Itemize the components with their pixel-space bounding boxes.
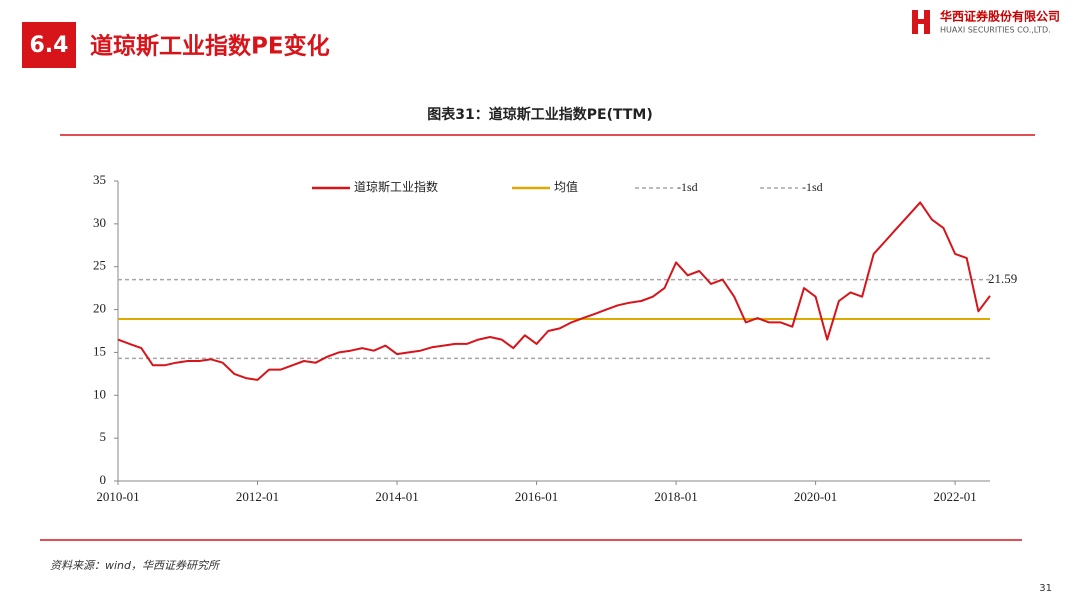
y-tick-label: 5	[100, 429, 107, 444]
data-label: 21.59	[988, 271, 1017, 286]
y-tick-label: 35	[93, 172, 106, 187]
section-number: 6.4	[30, 33, 69, 58]
x-tick-label: 2020-01	[794, 489, 837, 504]
y-tick-label: 0	[100, 472, 107, 487]
series-line	[117, 201, 991, 381]
legend-label: 均值	[554, 179, 578, 194]
section-badge	[22, 22, 76, 68]
logo-name-en: HUAXI SECURITIES CO.,LTD.	[940, 26, 1051, 35]
x-tick-label: 2016-01	[515, 489, 558, 504]
x-tick-label: 2014-01	[375, 489, 418, 504]
y-tick-label: 15	[93, 343, 106, 358]
slide-title: 道琼斯工业指数PE变化	[90, 33, 330, 60]
y-tick-label: 20	[93, 301, 106, 316]
source-note: 资料来源：wind，华西证券研究所	[50, 559, 221, 572]
x-tick-label: 2012-01	[236, 489, 279, 504]
y-tick-label: 25	[93, 258, 106, 273]
legend-label: 道琼斯工业指数	[354, 179, 438, 194]
logo-icon	[912, 19, 930, 24]
page-number: 31	[1039, 583, 1052, 594]
x-tick-label: 2018-01	[654, 489, 697, 504]
x-tick-label: 2010-01	[96, 489, 139, 504]
chart-title: 图表31：道琼斯工业指数PE(TTM)	[427, 106, 652, 123]
legend-label: -1sd	[677, 180, 698, 194]
x-tick-label: 2022-01	[933, 489, 976, 504]
legend-label: -1sd	[802, 180, 823, 194]
y-tick-label: 10	[93, 386, 106, 401]
logo-name: 华西证券股份有限公司	[940, 9, 1060, 24]
y-tick-label: 30	[93, 215, 106, 230]
